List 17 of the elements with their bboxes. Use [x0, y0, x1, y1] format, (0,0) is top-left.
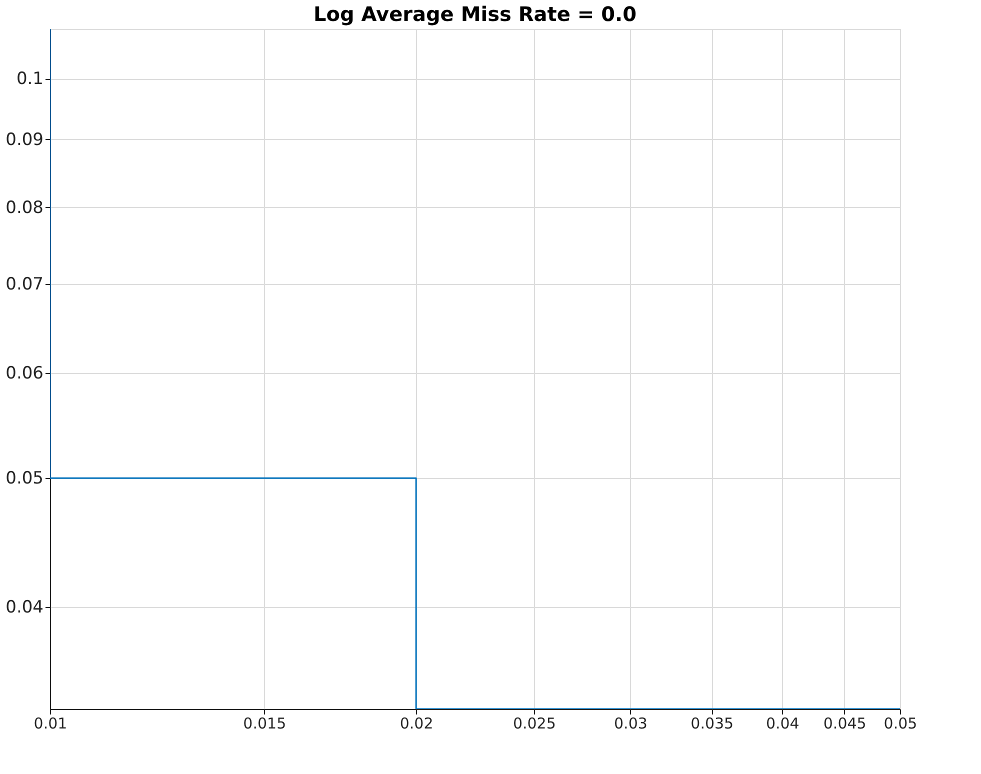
- x-tick-label: 0.02: [400, 714, 434, 732]
- y-tick-label: 0.08: [6, 198, 44, 218]
- y-tick-label: 0.09: [6, 130, 44, 150]
- y-tick-label: 0.05: [6, 468, 44, 489]
- x-tick-label: 0.03: [614, 714, 648, 732]
- x-tick-label: 0.04: [766, 714, 800, 732]
- y-tick-label: 0.06: [6, 364, 44, 384]
- x-tick-label: 0.01: [34, 714, 68, 732]
- x-tick-label: 0.025: [512, 714, 556, 732]
- chart-title: Log Average Miss Rate = 0.0: [314, 2, 636, 26]
- x-tick-label: 0.035: [690, 714, 734, 732]
- y-tick-label: 0.04: [6, 597, 44, 618]
- x-tick-label: 0.05: [884, 714, 918, 732]
- y-tick-label: 0.07: [6, 274, 44, 295]
- y-tick-label: 0.1: [16, 69, 44, 90]
- x-tick-label: 0.015: [243, 714, 286, 732]
- x-tick-label: 0.045: [823, 714, 866, 732]
